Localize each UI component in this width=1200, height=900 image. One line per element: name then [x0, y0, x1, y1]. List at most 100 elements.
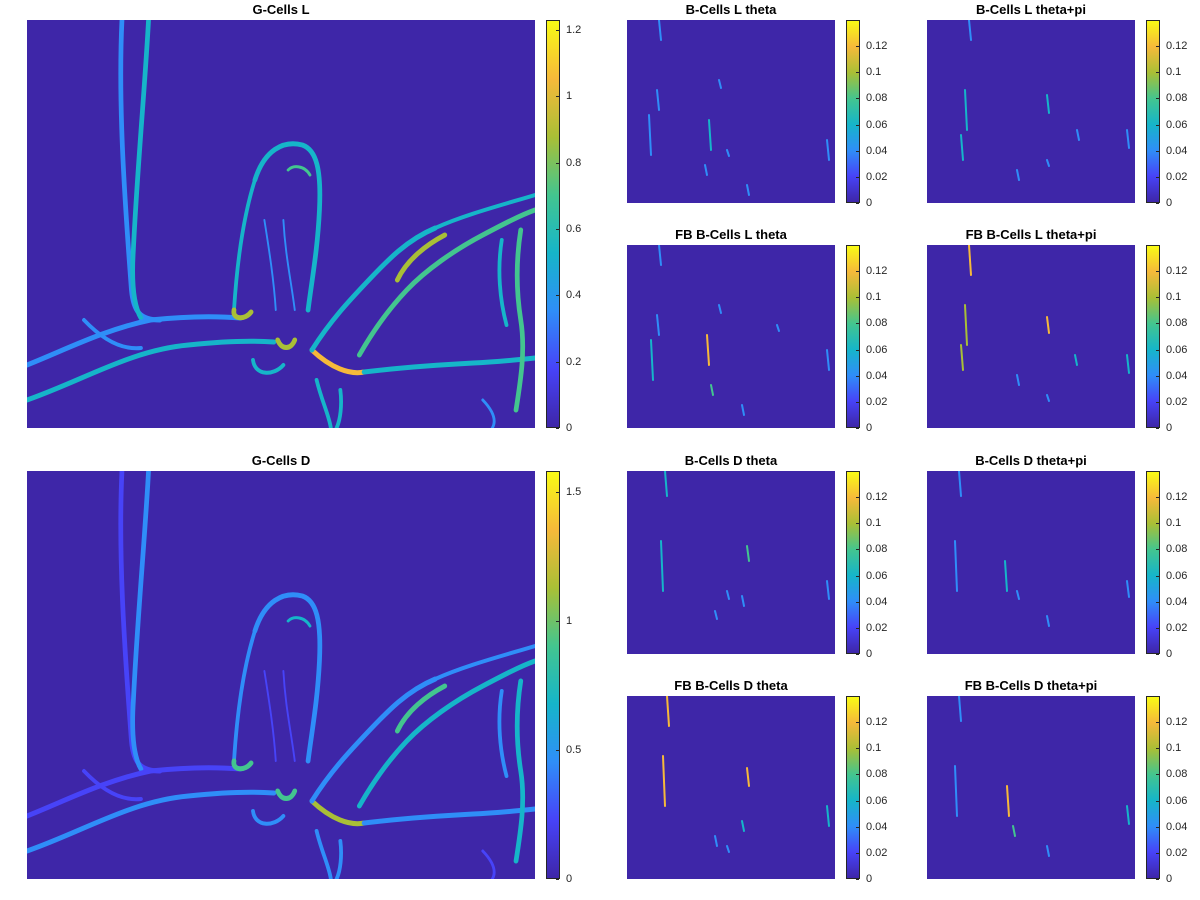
edge-streak: [726, 590, 730, 600]
edge-stroke: [231, 307, 254, 321]
edge-streak: [664, 471, 668, 497]
colorbar-tick: [556, 228, 559, 230]
edge-stroke: [513, 227, 526, 413]
edge-streak: [1016, 374, 1020, 386]
colorbar-tick: [856, 722, 859, 724]
colorbar-tick: [856, 879, 859, 880]
colorbar-tick: [1156, 601, 1159, 603]
heatmap-image: [627, 20, 835, 203]
edge-stroke: [232, 178, 257, 312]
colorbar-tick: [1156, 176, 1159, 178]
colorbar-tick: [856, 575, 859, 577]
heatmap-image: [27, 471, 535, 879]
colorbar-tick-label: 0.08: [866, 92, 888, 105]
edge-streak: [710, 384, 714, 396]
colorbar-tick: [856, 428, 859, 429]
edge-streak: [1046, 845, 1050, 857]
edge-streak: [954, 540, 958, 592]
edge-stroke: [251, 809, 286, 826]
heatmap-svg: [960, 20, 1130, 181]
colorbar-tick-label: 0.06: [866, 794, 888, 807]
colorbar-tick: [556, 620, 559, 622]
edge-streak: [648, 114, 652, 156]
colorbar-tick-label: 1: [566, 90, 573, 103]
colorbar-tick: [856, 375, 859, 377]
edge-stroke: [286, 165, 312, 177]
edge-streak: [746, 767, 750, 787]
edge-stroke: [314, 829, 333, 879]
edge-stroke: [282, 670, 296, 762]
colorbar-tick: [556, 295, 559, 297]
colorbar-tick: [1156, 748, 1159, 750]
colorbar-tick: [1156, 72, 1159, 74]
chart-title: FB B-Cells L theta+pi: [965, 227, 1097, 242]
colorbar-tick-label: 1.5: [566, 485, 582, 498]
colorbar-tick-label: 0.04: [866, 595, 888, 608]
colorbar-tick-label: 0.6: [566, 222, 582, 235]
edge-streak: [746, 184, 750, 196]
edge-stroke: [497, 689, 509, 778]
colorbar-tick-label: 0.04: [1166, 595, 1188, 608]
chart-title: FB B-Cells D theta: [674, 678, 788, 693]
colorbar-tick: [856, 654, 859, 655]
edge-streak: [1046, 159, 1050, 167]
colorbar-tick-label: 0.1: [1166, 66, 1182, 79]
colorbar: [846, 696, 860, 879]
edge-streak: [958, 471, 962, 497]
edge-stroke: [309, 347, 367, 376]
colorbar-tick: [856, 601, 859, 603]
colorbar-tick-label: 0.02: [866, 621, 888, 634]
colorbar-tick: [856, 297, 859, 299]
colorbar-tick-label: 0.06: [1166, 569, 1188, 582]
heatmap-svg: [954, 471, 1130, 627]
edge-streak: [826, 139, 830, 161]
edge-streak: [964, 304, 968, 346]
colorbar-tick-label: 0.12: [1166, 716, 1188, 729]
colorbar-tick-label: 0: [866, 197, 873, 209]
heatmap-image: [927, 20, 1135, 203]
colorbar-tick: [856, 774, 859, 776]
colorbar: [846, 471, 860, 654]
colorbar-tick: [1156, 575, 1159, 577]
edge-streak: [1074, 354, 1078, 366]
heatmap-image: [927, 471, 1135, 654]
edge-streak: [1004, 560, 1008, 592]
edge-streak: [714, 835, 718, 847]
edge-stroke: [252, 592, 323, 764]
colorbar-tick-label: 0.1: [866, 742, 882, 755]
colorbar-tick-label: 0.02: [866, 846, 888, 859]
colorbar-tick-label: 0.04: [866, 144, 888, 157]
edge-streak: [726, 149, 730, 157]
colorbar-tick-label: 0: [866, 422, 873, 434]
colorbar-tick-label: 0.02: [1166, 395, 1188, 408]
colorbar-tick-label: 0.4: [566, 289, 582, 302]
colorbar-tick: [856, 523, 859, 525]
edge-streak: [954, 765, 958, 817]
edge-streak: [960, 134, 964, 161]
edge-streak: [1046, 615, 1050, 627]
heatmap-svg: [960, 245, 1130, 402]
colorbar-tick: [856, 349, 859, 351]
edge-streak: [1012, 825, 1016, 837]
colorbar-tick: [1156, 349, 1159, 351]
edge-streak: [741, 404, 745, 416]
edge-stroke: [481, 849, 496, 879]
colorbar-tick-label: 0.12: [866, 491, 888, 504]
colorbar-tick: [856, 72, 859, 74]
edge-streak: [1046, 316, 1050, 334]
colorbar-tick: [1156, 124, 1159, 126]
edge-stroke: [309, 798, 367, 827]
colorbar: [846, 245, 860, 428]
edge-stroke: [394, 683, 448, 734]
colorbar-tick: [1156, 401, 1159, 403]
colorbar-tick: [1156, 428, 1159, 429]
colorbar-tick: [1156, 150, 1159, 152]
colorbar-tick: [856, 627, 859, 629]
colorbar-tick-label: 0.08: [1166, 92, 1188, 105]
colorbar-tick-label: 0.08: [1166, 317, 1188, 330]
edge-streak: [1016, 590, 1020, 600]
edge-stroke: [27, 338, 277, 403]
colorbar-tick: [856, 323, 859, 325]
edge-stroke: [130, 471, 151, 772]
heatmap-image: [627, 696, 835, 879]
